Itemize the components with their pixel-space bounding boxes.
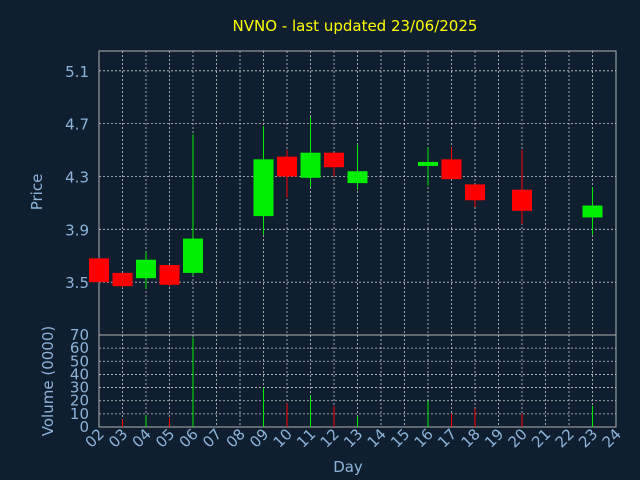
chart-title: NVNO - last updated 23/06/2025 — [233, 17, 478, 35]
volume-axis-label: Volume (0000) — [39, 326, 57, 436]
volume-tick-label: 60 — [70, 339, 89, 357]
plot-layer: 3.53.94.34.75.10102030405060700203040506… — [65, 50, 625, 451]
volume-tick-label: 30 — [70, 379, 89, 397]
candle-body — [418, 161, 438, 166]
candle-body — [582, 205, 603, 218]
candle-body — [253, 159, 274, 217]
x-tick-label: 09 — [246, 425, 272, 451]
x-tick-label: 21 — [528, 425, 554, 451]
x-tick-label: 10 — [270, 425, 296, 451]
price-tick-label: 5.1 — [65, 63, 89, 81]
x-tick-label: 14 — [364, 425, 390, 451]
candle-body — [324, 152, 344, 168]
volume-tick-label: 10 — [70, 405, 89, 423]
candle-body — [277, 156, 297, 177]
price-tick-label: 3.5 — [65, 274, 89, 292]
volume-tick-label: 0 — [79, 418, 89, 436]
x-tick-label: 23 — [575, 425, 601, 451]
x-tick-label: 17 — [434, 425, 460, 451]
candle-body — [465, 184, 485, 201]
price-tick-label: 4.3 — [65, 168, 89, 186]
x-tick-label: 12 — [317, 425, 343, 451]
volume-tick-label: 50 — [70, 352, 89, 370]
x-tick-label: 24 — [599, 425, 625, 451]
volume-tick-label: 70 — [70, 326, 89, 344]
candle-body — [136, 259, 156, 279]
price-tick-label: 4.7 — [65, 116, 89, 134]
x-tick-label: 04 — [129, 425, 155, 451]
candle-body — [183, 238, 203, 273]
x-tick-label: 06 — [176, 425, 202, 451]
x-tick-label: 16 — [411, 425, 437, 451]
x-tick-label: 15 — [387, 425, 413, 451]
price-tick-label: 3.9 — [65, 221, 89, 239]
x-tick-label: 19 — [481, 425, 507, 451]
candle-body — [159, 264, 180, 285]
candle-body — [441, 159, 462, 180]
x-tick-label: 07 — [199, 425, 225, 451]
price-axis-label: Price — [28, 174, 46, 211]
x-tick-label: 22 — [552, 425, 578, 451]
candle-body — [89, 258, 109, 283]
x-tick-label: 05 — [152, 425, 178, 451]
x-axis-label: Day — [333, 458, 363, 476]
candle-body — [347, 171, 368, 184]
candle-body — [112, 272, 133, 287]
x-tick-label: 20 — [505, 425, 531, 451]
x-tick-label: 18 — [458, 425, 484, 451]
volume-tick-label: 20 — [70, 392, 89, 410]
x-tick-label: 13 — [340, 425, 366, 451]
candle-body — [512, 189, 532, 211]
x-tick-label: 08 — [223, 425, 249, 451]
x-tick-label: 11 — [293, 425, 319, 451]
candle-body — [300, 152, 321, 178]
volume-tick-label: 40 — [70, 365, 89, 383]
x-tick-label: 03 — [105, 425, 131, 451]
